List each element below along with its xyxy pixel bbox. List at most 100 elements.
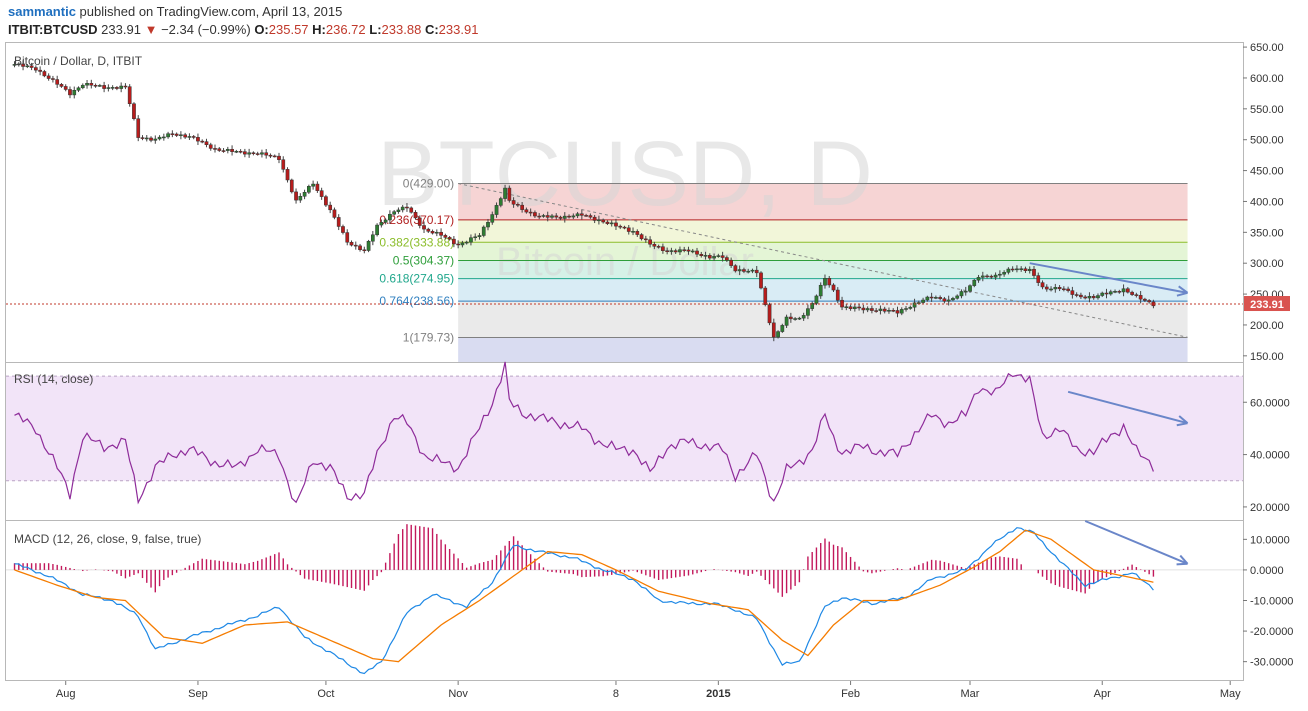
trendline[interactable]	[458, 183, 1188, 338]
fibonacci-lines	[458, 183, 1188, 338]
time-axis-label: Sep	[188, 688, 208, 700]
candle-body	[584, 215, 588, 217]
time-axis-label: 2015	[706, 688, 730, 700]
macd-line-path	[14, 527, 1154, 675]
candle-body	[298, 196, 303, 201]
macd-axis[interactable]: -30.0000 -20.0000 -10.0000 0.0000 10.0000	[1243, 534, 1293, 669]
price-axis-label: 550.00	[1250, 104, 1284, 116]
rsi-line[interactable]	[14, 361, 1154, 505]
price-arrow-shaft	[1029, 262, 1188, 294]
time-axis-label: Oct	[317, 688, 334, 700]
open-value: 235.57	[268, 22, 309, 37]
candle-body	[1147, 300, 1152, 303]
price-axis-label: 300.00	[1250, 258, 1284, 270]
candle-body	[562, 215, 567, 219]
candle-body	[771, 322, 776, 338]
candle-body	[707, 255, 712, 259]
candle-body	[375, 224, 379, 236]
close-value: 233.91	[438, 22, 479, 37]
candle-body	[494, 205, 499, 215]
candle-body	[302, 192, 307, 197]
watermark-main: BTCUSD, D	[377, 123, 873, 225]
candle-body	[272, 155, 277, 158]
candle-body	[789, 316, 793, 320]
candle-body	[370, 234, 375, 242]
candle-body	[85, 83, 89, 86]
candle-body	[1053, 287, 1058, 290]
candle-body	[673, 250, 678, 253]
candle-body	[716, 255, 721, 257]
candle-body	[759, 272, 763, 289]
macd-axis-label: -10.0000	[1250, 596, 1293, 608]
candle-body	[115, 87, 119, 89]
macd-axis-label: 0.0000	[1250, 565, 1284, 577]
candle-body	[882, 308, 887, 312]
fib-level-label: 0.5(304.37)	[393, 254, 454, 268]
candle-body	[366, 240, 371, 251]
open-label: O:	[254, 22, 269, 37]
candle-body	[486, 222, 490, 228]
candle-body	[362, 249, 367, 252]
candle-body	[110, 87, 115, 89]
last-price: 233.91	[101, 22, 141, 37]
candle-body	[609, 222, 614, 225]
candle-body	[1143, 298, 1147, 301]
candle-body	[196, 137, 200, 142]
candle-body	[955, 295, 960, 299]
candle-body	[592, 216, 597, 221]
candle-body	[153, 138, 158, 141]
candle-body	[908, 306, 913, 309]
macd-trend-arrow[interactable]	[1084, 520, 1189, 566]
candle-body	[409, 207, 414, 213]
candle-body	[430, 231, 435, 234]
fibonacci-labels[interactable]: 0(429.00) 0.236(370.17) 0.382(333.88) 0.5(3…	[379, 177, 454, 345]
candle-body	[1083, 296, 1088, 299]
candle-body	[1134, 294, 1139, 296]
price-axis[interactable]: 150.00200.00250.00300.00350.00400.00450.…	[1243, 42, 1284, 363]
rsi-trend-arrow[interactable]	[1067, 390, 1189, 427]
time-axis[interactable]: Aug Sep Oct Nov 8 2015 Feb Mar Apr May	[56, 681, 1241, 700]
signal-line-path	[14, 529, 1154, 663]
time-axis-label: May	[1220, 688, 1241, 700]
rsi-band-fill	[6, 376, 1243, 481]
time-axis-label: Apr	[1094, 688, 1111, 700]
rsi-axis-label: 40.0000	[1250, 450, 1290, 462]
candle-body	[434, 231, 439, 234]
candle-body	[1104, 292, 1109, 295]
candle-body	[1138, 295, 1143, 300]
candle-body	[814, 295, 819, 304]
candle-body	[968, 285, 972, 292]
candle-body	[678, 249, 682, 253]
candle-body	[1108, 291, 1113, 295]
candle-body	[255, 153, 260, 155]
fib-zone	[458, 183, 1188, 220]
candle-body	[1019, 268, 1024, 270]
candle-body	[63, 86, 68, 90]
candle-body	[396, 209, 401, 212]
macd-pane-title: MACD (12, 26, close, 9, false, true)	[14, 532, 201, 546]
rsi-axis[interactable]: 20.0000 40.0000 60.0000	[1243, 397, 1290, 514]
fib-level-label: 0.382(333.88)	[379, 235, 454, 249]
low-label: L:	[369, 22, 382, 37]
candle-body	[1100, 292, 1105, 296]
candle-body	[959, 291, 964, 297]
rsi-axis-label: 60.0000	[1250, 397, 1290, 409]
candle-body	[993, 274, 998, 278]
author-link[interactable]: sammantic	[8, 4, 76, 19]
candle-body	[1125, 288, 1130, 293]
macd-lines[interactable]	[14, 527, 1154, 675]
candle-body	[925, 296, 930, 301]
candle-body	[106, 87, 111, 89]
candle-body	[1027, 268, 1032, 271]
candle-body	[554, 215, 559, 218]
candle-body	[524, 209, 529, 213]
candle-body	[358, 245, 362, 251]
candle-body	[690, 250, 695, 253]
candle-body	[336, 217, 341, 227]
candle-body	[899, 309, 904, 314]
macd-axis-label: -30.0000	[1250, 657, 1293, 669]
fib-level-label: 0.764(238.56)	[379, 294, 454, 308]
time-axis-label: Mar	[961, 688, 980, 700]
price-trend-arrow[interactable]	[1029, 262, 1189, 297]
